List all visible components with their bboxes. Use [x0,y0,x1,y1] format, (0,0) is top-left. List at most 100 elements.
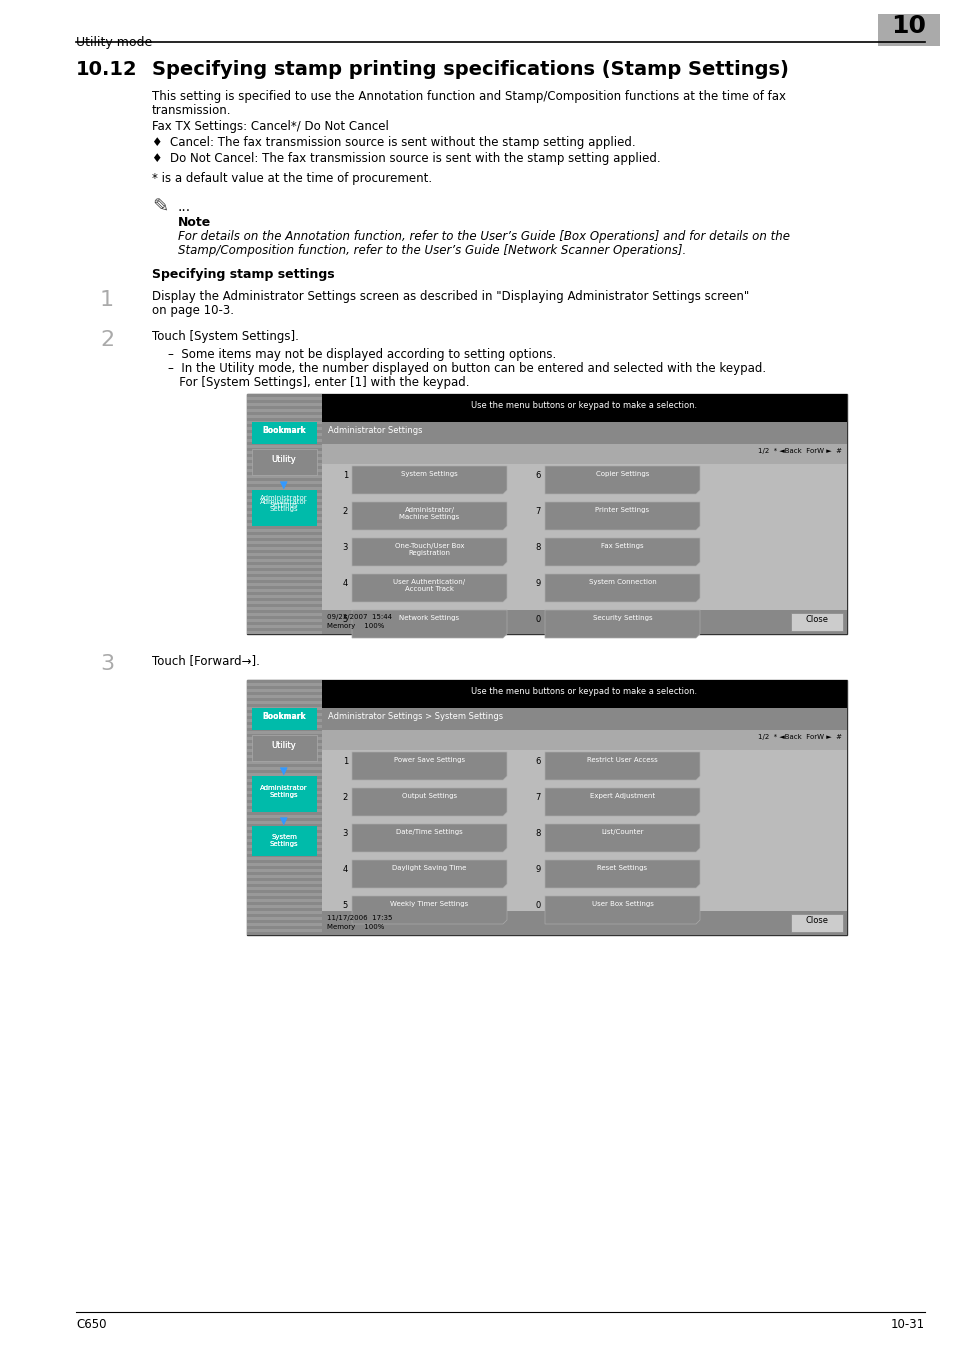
Bar [247,522,322,526]
Bar [247,931,322,936]
Text: ▼: ▼ [280,765,288,776]
Text: Memory    100%: Memory 100% [327,923,384,930]
Text: Administrator
Settings: Administrator Settings [260,500,308,512]
Text: Utility: Utility [272,455,296,464]
Polygon shape [352,466,506,494]
Text: System Connection: System Connection [588,579,656,585]
Text: Output Settings: Output Settings [401,792,456,799]
Bar [247,598,322,601]
Text: Touch [System Settings].: Touch [System Settings]. [152,329,298,343]
Polygon shape [544,824,700,852]
Text: 4: 4 [342,865,348,873]
Bar [252,423,316,444]
Bar [247,680,322,683]
Bar [247,764,322,767]
Text: Memory    100%: Memory 100% [327,622,384,629]
Bar [247,887,322,890]
Bar [322,423,846,444]
Text: 5: 5 [342,900,348,910]
Bar [247,485,322,487]
Text: Fax Settings: Fax Settings [600,543,643,549]
Bar [252,776,316,811]
Bar [247,433,322,436]
Bar [247,512,322,514]
Text: Administrator Settings > System Settings: Administrator Settings > System Settings [328,711,502,721]
Bar [247,620,322,622]
Bar [247,836,322,838]
Bar [247,529,322,532]
Bar [252,826,316,856]
Bar [247,571,322,574]
Text: 09/23/2007  15:44: 09/23/2007 15:44 [327,614,392,620]
Polygon shape [544,788,700,815]
Text: Close: Close [804,917,827,925]
Text: One-Touch/User Box
Registration: One-Touch/User Box Registration [395,543,464,556]
Bar [322,730,846,751]
Bar [247,776,322,779]
Text: Power Save Settings: Power Save Settings [394,757,464,763]
Bar [247,397,322,400]
Text: Administrator
Settings: Administrator Settings [260,784,308,798]
Bar [247,451,322,454]
Bar [247,782,322,784]
Bar [247,424,322,427]
Bar [247,850,322,855]
Text: 2: 2 [342,792,348,802]
Bar [247,703,322,707]
Bar [247,472,322,475]
Bar [252,707,316,730]
Bar [247,919,322,923]
Text: Copier Settings: Copier Settings [596,471,648,477]
Bar [247,722,322,725]
Bar [247,541,322,544]
Bar [247,904,322,909]
Bar [247,917,322,919]
Bar [247,500,322,502]
Bar [247,508,322,512]
Bar [247,490,322,493]
Text: For [System Settings], enter [1] with the keypad.: For [System Settings], enter [1] with th… [168,377,469,389]
Bar [322,680,846,936]
Bar [252,734,316,761]
Bar [247,495,322,500]
Bar [247,716,322,720]
Bar [247,730,322,734]
Text: transmission.: transmission. [152,104,232,117]
Text: ▼: ▼ [280,815,288,826]
Bar [247,828,322,830]
Bar [247,767,322,770]
Bar [247,713,322,716]
Text: For details on the Annotation function, refer to the User’s Guide [Box Operation: For details on the Annotation function, … [178,230,789,243]
Text: System
Settings: System Settings [270,834,298,846]
Bar [247,794,322,796]
Bar [247,784,322,788]
Polygon shape [352,860,506,888]
Bar [247,774,322,776]
Bar [247,929,322,932]
Text: Bookmark: Bookmark [262,427,306,435]
Bar [247,911,322,914]
Bar [247,824,322,828]
Bar [247,625,322,628]
Bar [247,902,322,905]
Text: Restrict User Access: Restrict User Access [586,757,658,763]
Bar [247,622,322,625]
Bar [247,539,322,541]
Bar [247,865,322,869]
Text: System
Settings: System Settings [270,834,298,846]
Bar [247,505,322,508]
Bar [247,720,322,722]
Polygon shape [544,896,700,923]
Polygon shape [544,466,700,494]
Text: ▼: ▼ [280,481,288,490]
Bar [247,601,322,603]
Bar [247,574,322,576]
Bar [247,914,322,917]
Text: Fax TX Settings: Cancel*/ Do Not Cancel: Fax TX Settings: Cancel*/ Do Not Cancel [152,120,389,134]
Text: C650: C650 [76,1318,107,1331]
Text: 8: 8 [535,543,540,552]
Text: Specifying stamp printing specifications (Stamp Settings): Specifying stamp printing specifications… [152,59,788,80]
Polygon shape [544,860,700,888]
Text: 9: 9 [536,579,540,589]
Text: 11/17/2006  17:35: 11/17/2006 17:35 [327,915,392,921]
